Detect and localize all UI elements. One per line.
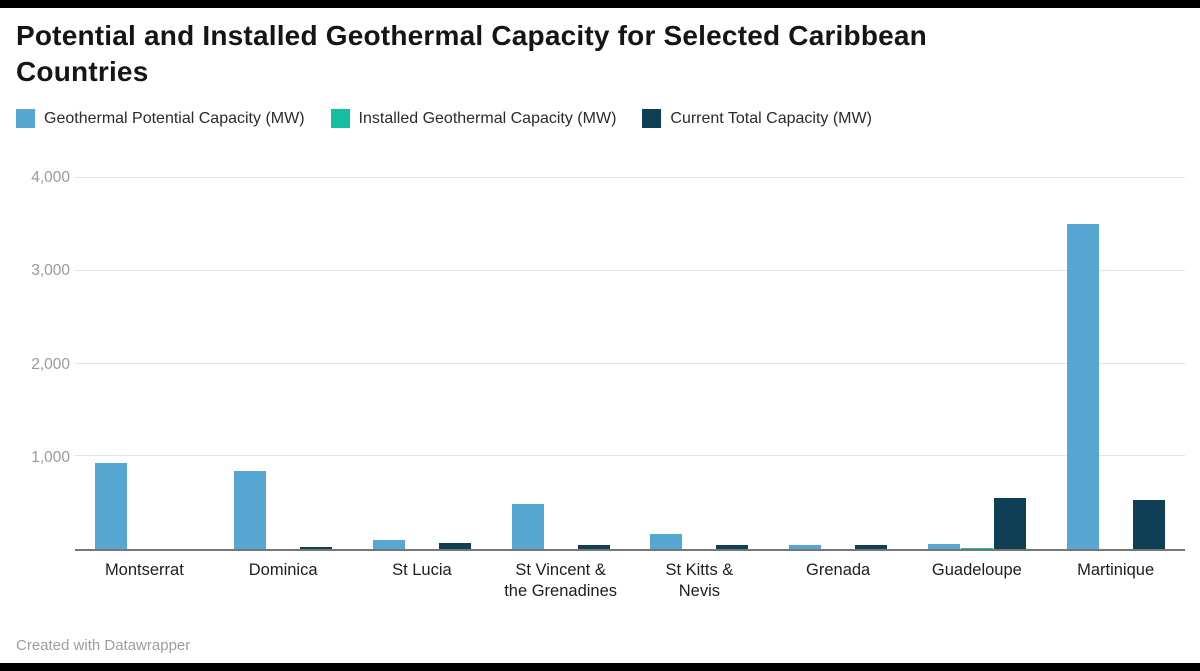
datawrapper-credit-link[interactable]: Created with Datawrapper	[16, 637, 191, 654]
plot-area	[75, 177, 1185, 551]
x-axis-label: Guadeloupe	[931, 561, 1022, 579]
x-axis-label: Dominica	[248, 561, 318, 579]
bar	[960, 547, 993, 549]
bar	[855, 545, 888, 549]
bottom-edge-bar	[0, 663, 1200, 671]
bar	[438, 542, 471, 549]
x-axis: Montserrat Dominica St Lucia St Vincent & t…	[75, 560, 1185, 602]
bar-group	[1046, 178, 1185, 549]
y-tick-label: 4,000	[31, 169, 70, 186]
legend-swatch	[16, 109, 35, 128]
legend-label: Geothermal Potential Capacity (MW)	[44, 109, 305, 127]
gridline	[75, 455, 1185, 457]
gridline	[75, 362, 1185, 364]
bar	[789, 544, 822, 549]
legend-label: Current Total Capacity (MW)	[670, 109, 872, 127]
gridline	[75, 177, 1185, 178]
x-axis-label: Martinique	[1077, 561, 1155, 579]
bar	[577, 545, 610, 549]
y-tick-label: 2,000	[31, 355, 70, 373]
bar-group	[491, 178, 630, 549]
y-axis: 1,000 2,000 3,000 4,000	[0, 169, 70, 551]
chart-title: Potential and Installed Geothermal Capac…	[16, 20, 927, 87]
x-axis-label: Grenada	[806, 561, 871, 579]
bar	[1066, 224, 1099, 549]
y-tick-label: 3,000	[31, 262, 70, 280]
x-axis-label: St Kitts & Nevis	[665, 561, 734, 601]
legend-item-installed: Installed Geothermal Capacity (MW)	[330, 109, 617, 128]
bar-group	[908, 178, 1047, 549]
y-tick-label: 1,000	[31, 448, 70, 466]
bar-group	[214, 178, 353, 549]
legend-item-potential: Geothermal Potential Capacity (MW)	[16, 109, 305, 128]
x-axis-label: St Lucia	[392, 561, 452, 579]
bar	[95, 462, 128, 549]
bar	[927, 543, 960, 549]
bar	[1132, 499, 1165, 549]
bar	[511, 503, 544, 549]
bar	[650, 534, 683, 549]
gridline	[75, 269, 1185, 271]
bar	[234, 471, 267, 549]
bar-group	[769, 178, 908, 549]
bar-group	[75, 178, 214, 549]
bar	[716, 544, 749, 549]
bar-groups	[75, 178, 1185, 549]
x-axis-label: St Vincent & the Grenadines	[504, 561, 618, 601]
bar	[993, 498, 1026, 549]
legend: Geothermal Potential Capacity (MW) Insta…	[16, 109, 898, 128]
bar	[300, 546, 333, 549]
legend-swatch	[330, 109, 350, 128]
legend-swatch	[642, 109, 662, 128]
bar-group	[630, 178, 769, 549]
top-edge-bar	[0, 0, 1200, 8]
legend-item-current-total: Current Total Capacity (MW)	[642, 109, 872, 128]
x-axis-label: Montserrat	[104, 561, 184, 579]
bar	[372, 540, 405, 549]
legend-label: Installed Geothermal Capacity (MW)	[358, 109, 617, 127]
bar-group	[353, 178, 492, 549]
